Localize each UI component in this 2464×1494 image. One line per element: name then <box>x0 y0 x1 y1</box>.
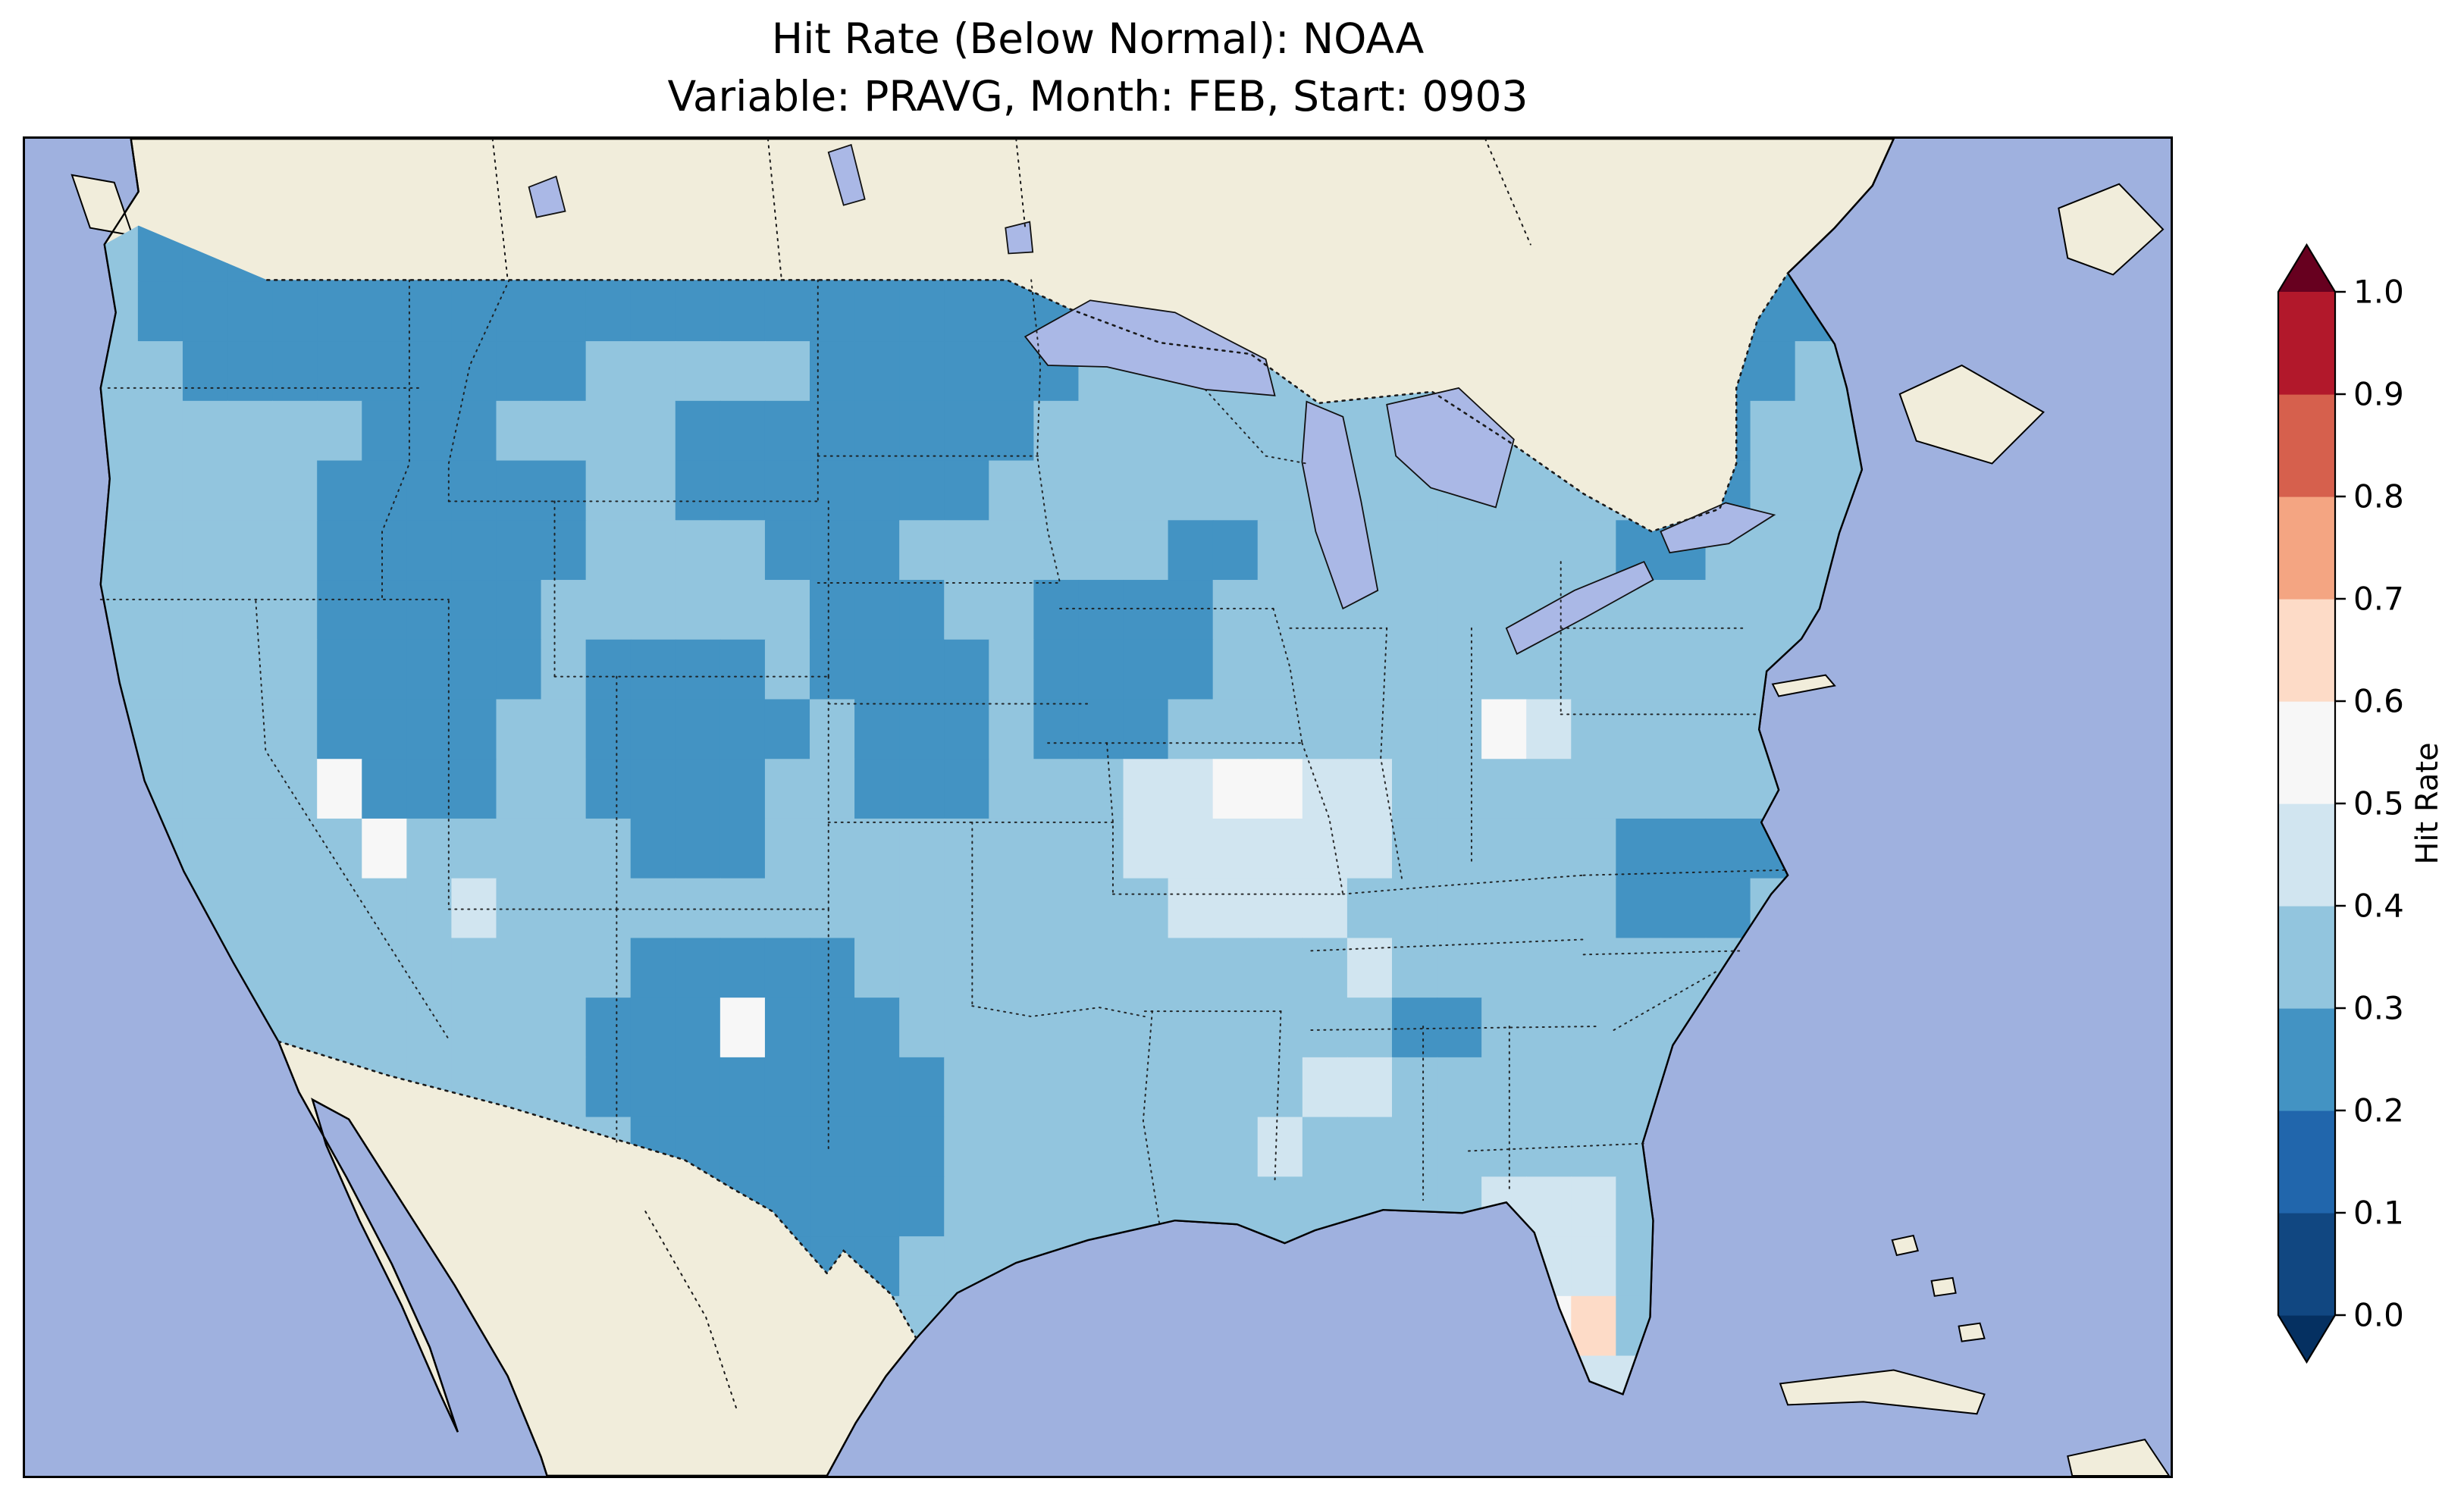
state-borders <box>99 279 1789 1228</box>
colorbar-under-arrow <box>2278 1315 2335 1362</box>
figure-title-line1: Hit Rate (Below Normal): NOAA <box>771 14 1425 63</box>
colorbar-tick-label: 1.0 <box>2353 274 2404 311</box>
colorbar-tick-label: 0.8 <box>2353 478 2404 515</box>
colorbar-bin <box>2278 701 2335 804</box>
colorbar-bin <box>2278 906 2335 1009</box>
colorbar-tick-label: 0.6 <box>2353 683 2404 720</box>
colorbar-bin <box>2278 1110 2335 1214</box>
map-canvas <box>23 136 2173 1478</box>
colorbar-bin <box>2278 803 2335 907</box>
colorbar-tick-label: 0.3 <box>2353 990 2404 1027</box>
colorbar-bin <box>2278 496 2335 600</box>
colorbar-tick-label: 0.0 <box>2353 1297 2404 1334</box>
colorbar-over-arrow <box>2278 245 2335 292</box>
colorbar-label: Hit Rate <box>2410 742 2445 864</box>
colorbar-bin <box>2278 292 2335 395</box>
map-svg <box>25 139 2171 1476</box>
country-borders <box>266 139 1789 1409</box>
coastline-layer <box>99 139 1895 1476</box>
colorbar-tick-label: 0.1 <box>2353 1195 2404 1232</box>
figure-title: Hit Rate (Below Normal): NOAA Variable: … <box>23 11 2173 126</box>
colorbar-tick-label: 0.4 <box>2353 888 2404 925</box>
colorbar-bin <box>2278 599 2335 702</box>
colorbar-bin <box>2278 394 2335 497</box>
colorbar-bin <box>2278 1213 2335 1316</box>
colorbar-svg: 1.0 0.9 0.8 0.7 0.6 0.5 0.4 0.3 0.2 0.1 0.0 Hit Rat… <box>2277 243 2445 1364</box>
colorbar: 1.0 0.9 0.8 0.7 0.6 0.5 0.4 0.3 0.2 0.1 0.0 Hit Rat… <box>2256 227 2462 1410</box>
colorbar-tick-label: 0.5 <box>2353 785 2404 822</box>
colorbar-bin <box>2278 1008 2335 1111</box>
colorbar-tick-label: 0.7 <box>2353 581 2404 618</box>
lakes-layer <box>528 143 1776 655</box>
colorbar-tick-label: 0.9 <box>2353 376 2404 413</box>
figure-title-line2: Variable: PRAVG, Month: FEB, Start: 0903 <box>667 71 1528 121</box>
colorbar-tick-label: 0.2 <box>2353 1092 2404 1129</box>
